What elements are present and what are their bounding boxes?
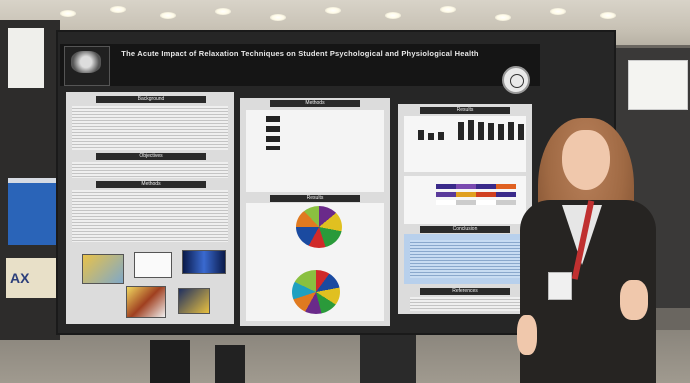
conclusion-text xyxy=(410,240,520,278)
poster-header: The Acute Impact of Relaxation Technique… xyxy=(60,44,540,86)
left-blue-box xyxy=(8,178,58,245)
section-title-methods: Methods xyxy=(96,181,206,188)
presenter-face xyxy=(562,130,610,190)
pie-chart-1 xyxy=(296,206,342,248)
section-title-conclusion: Conclusion xyxy=(420,226,510,233)
right-paper xyxy=(628,60,688,110)
table-row xyxy=(436,200,516,205)
method-photo-3 xyxy=(178,288,210,314)
visitor-legs xyxy=(215,345,245,383)
table-row xyxy=(436,184,516,189)
bar xyxy=(508,122,514,140)
bar xyxy=(468,120,474,140)
section-title-references: References xyxy=(420,288,510,295)
visitor-legs xyxy=(360,335,416,383)
bar xyxy=(418,130,424,140)
seal-logo xyxy=(502,66,530,94)
bar xyxy=(518,124,524,140)
ceiling-light xyxy=(160,12,176,19)
visitor-legs xyxy=(150,340,190,383)
bar xyxy=(438,132,444,140)
left-sign: AX xyxy=(6,258,56,298)
bar xyxy=(458,122,464,140)
pie-chart-2 xyxy=(292,270,340,314)
university-logo xyxy=(64,46,110,86)
ceiling-light xyxy=(385,12,401,19)
objectives-text xyxy=(72,162,228,178)
bar-chart-panel xyxy=(404,116,526,172)
ceiling-light xyxy=(440,6,456,13)
background-text xyxy=(72,106,228,150)
method-photo-2 xyxy=(126,286,166,318)
methods-text xyxy=(72,190,228,242)
ceiling-light xyxy=(60,10,76,17)
bar xyxy=(488,123,494,140)
ceiling-light xyxy=(215,8,231,15)
method-photo xyxy=(82,254,124,284)
left-paper xyxy=(8,28,44,88)
methods-icons xyxy=(266,116,280,150)
section-title-results: Results xyxy=(270,195,360,202)
section-title-methods-2: Methods xyxy=(270,100,360,107)
ceiling-light xyxy=(600,12,616,19)
section-title-results-2: Results xyxy=(420,107,510,114)
method-screen xyxy=(182,250,226,274)
section-title-objectives: Objectives xyxy=(96,153,206,160)
ceiling-light xyxy=(550,8,566,15)
presenter-hand xyxy=(620,280,648,320)
section-title-background: Background xyxy=(96,96,206,103)
ceiling-light xyxy=(110,6,126,13)
references-text xyxy=(410,297,520,311)
ceiling-light xyxy=(270,14,286,21)
bar xyxy=(478,122,484,140)
poster-title: The Acute Impact of Relaxation Technique… xyxy=(121,49,479,58)
bar xyxy=(498,124,504,140)
method-figure xyxy=(134,252,172,278)
ceiling-light xyxy=(495,14,511,21)
name-badge xyxy=(548,272,572,300)
ceiling-light xyxy=(325,7,341,14)
presenter-hand xyxy=(517,315,537,355)
bar xyxy=(428,133,434,140)
table-row xyxy=(436,192,516,197)
